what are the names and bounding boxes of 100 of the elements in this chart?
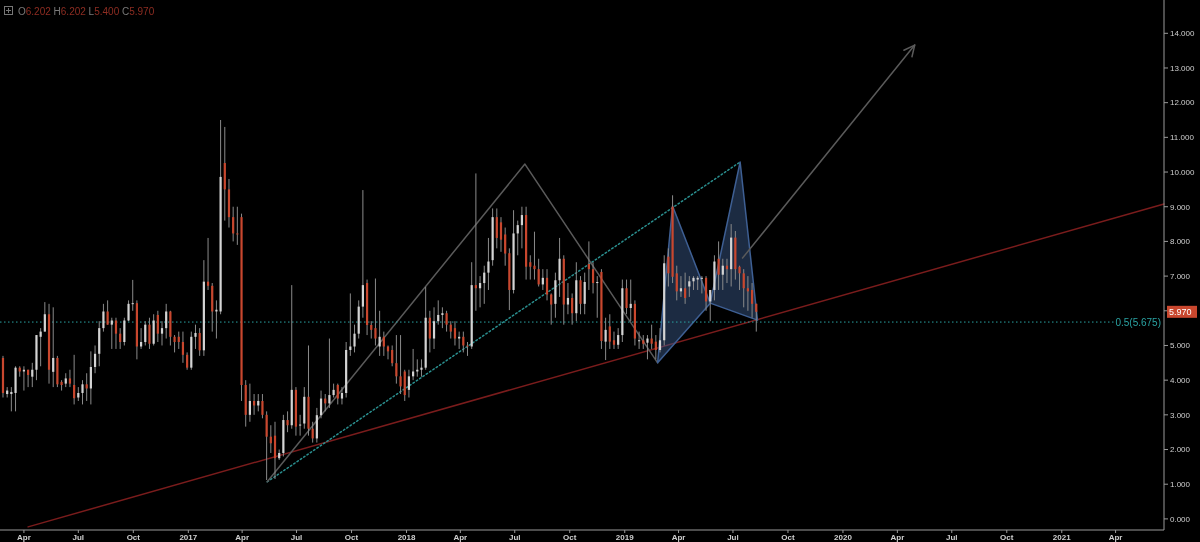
candlestick: [39, 327, 42, 367]
candlestick: [700, 275, 703, 294]
candlestick: [181, 331, 185, 364]
x-tick-label: Apr: [17, 533, 31, 542]
candlestick: [127, 299, 130, 322]
candlestick: [106, 299, 109, 326]
x-tick-label: Oct: [126, 533, 141, 542]
x-tick-label: Apr: [671, 533, 686, 542]
candlestick: [432, 306, 436, 350]
candlestick: [554, 272, 557, 319]
candlestick: [583, 272, 586, 315]
y-tick-label: 0.000: [1170, 514, 1191, 524]
x-tick-label: Oct: [781, 533, 795, 542]
candlestick: [114, 317, 118, 350]
x-tick-label: Oct: [563, 533, 577, 542]
candlestick: [650, 324, 653, 350]
candlestick: [604, 317, 607, 361]
candlestick: [131, 279, 134, 312]
candlestick: [529, 254, 532, 281]
y-tick-label: 14.000: [1170, 29, 1196, 39]
candlestick: [591, 261, 595, 294]
candlestick: [441, 306, 444, 329]
y-tick-label: 13.000: [1170, 63, 1196, 73]
x-tick-label: Apr: [453, 533, 468, 542]
candlestick: [420, 358, 423, 378]
candlestick: [579, 275, 582, 315]
candlestick: [299, 414, 302, 437]
x-tick-label: Jul: [72, 533, 85, 542]
candlestick: [658, 327, 662, 353]
candlestick: [43, 301, 46, 333]
candlestick: [684, 272, 687, 305]
candlestick: [31, 362, 34, 388]
candlestick: [315, 407, 318, 444]
candlestick: [596, 275, 599, 319]
candlestick: [248, 383, 251, 423]
x-tick-label: Jul: [290, 533, 303, 542]
candlestick: [395, 334, 398, 385]
candlestick: [617, 327, 620, 350]
x-tick-label: 2020: [834, 533, 853, 542]
x-tick-label: 2021: [1052, 533, 1072, 542]
candlestick: [378, 310, 381, 357]
candlestick: [675, 265, 678, 301]
candlestick: [742, 268, 745, 308]
candlestick: [520, 206, 524, 249]
candlestick: [340, 386, 344, 405]
candlestick: [148, 317, 151, 350]
candlestick: [458, 331, 461, 350]
x-tick-label: 2018: [397, 533, 416, 542]
candlestick: [750, 282, 754, 319]
y-tick-label: 4.000: [1170, 375, 1191, 385]
x-tick-label: Oct: [344, 533, 359, 542]
candlestick: [587, 240, 590, 291]
y-tick-label: 11.000: [1170, 133, 1195, 143]
candlestick: [738, 265, 741, 291]
candlestick: [558, 237, 561, 298]
candlestick: [139, 327, 143, 350]
y-tick-label: 3.000: [1170, 410, 1191, 420]
candlestick: [625, 279, 628, 315]
candlestick: [265, 410, 268, 481]
candlestick: [336, 383, 339, 405]
candlestick: [445, 310, 448, 333]
x-tick-label: 2019: [615, 533, 635, 542]
candlestick: [123, 317, 126, 346]
candlestick: [608, 313, 611, 350]
candlestick: [160, 320, 164, 346]
candlestick: [717, 240, 720, 291]
x-tick-label: Apr: [235, 533, 250, 542]
annotation: 5.970: [1169, 306, 1192, 317]
candlestick: [399, 334, 402, 395]
candlestick: [102, 303, 105, 333]
candlestick: [152, 313, 155, 346]
candlestick: [361, 189, 364, 319]
candlestick: [391, 344, 394, 367]
y-tick-label: 2.000: [1170, 445, 1191, 455]
candlestick: [646, 334, 649, 360]
x-tick-label: Oct: [1000, 533, 1014, 542]
candlestick: [165, 303, 168, 340]
candlestick: [499, 216, 503, 253]
candlestick: [261, 393, 264, 419]
y-tick-label: 12.000: [1170, 98, 1196, 108]
ref-line-label: 0.5(5.675): [1115, 316, 1161, 328]
candlestick: [453, 320, 457, 346]
candlestick: [353, 324, 356, 353]
candlestick: [73, 354, 76, 405]
candlestick: [487, 237, 490, 291]
candlestick: [110, 317, 113, 350]
x-tick-label: Apr: [1108, 533, 1123, 542]
y-tick-label: 5.000: [1170, 341, 1191, 351]
candlestick: [52, 306, 55, 388]
y-tick-label: 1.000: [1170, 480, 1191, 490]
y-tick-label: 9.000: [1170, 202, 1191, 212]
candlestick: [382, 331, 385, 357]
candlestick: [194, 324, 197, 350]
candlestick: [68, 369, 72, 388]
candlestick: [93, 344, 97, 374]
x-tick-label: Jul: [727, 533, 739, 542]
candlestick: [403, 369, 406, 402]
candlestick: [478, 275, 482, 308]
candlestick: [504, 227, 507, 267]
candlestick: [328, 338, 331, 409]
